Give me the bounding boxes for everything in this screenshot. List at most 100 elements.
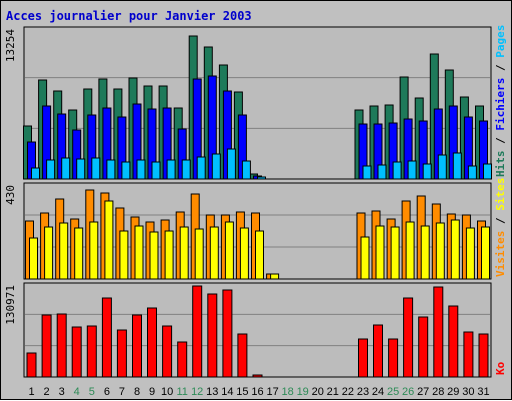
- x-tick-label-day-22: 22: [342, 386, 354, 398]
- visits_panel-sites-bar-day-1: [29, 237, 38, 280]
- kbytes_panel-ko-bar-day-28: [433, 286, 444, 378]
- hits_panel-pages-bar-day-9: [151, 161, 161, 180]
- kbytes_panel-ko-bar-day-25: [388, 338, 399, 378]
- x-tick-label-day-30: 30: [462, 386, 474, 398]
- x-tick-label-day-27: 27: [417, 386, 429, 398]
- kbytes_panel-ko-bar-day-7: [116, 329, 127, 378]
- x-tick-label-day-16: 16: [251, 386, 263, 398]
- x-tick-label-day-9: 9: [149, 386, 155, 398]
- x-tick-label-day-28: 28: [432, 386, 444, 398]
- hits_panel-legend-entry-4: Pages: [494, 25, 507, 58]
- visits_panel-sites-bar-day-13: [209, 226, 219, 280]
- hits_panel-legend-entry-2: Fichiers: [494, 78, 507, 131]
- x-tick-label-day-26: 26: [402, 386, 414, 398]
- kbytes_panel-ko-bar-day-2: [41, 314, 52, 378]
- hits_panel-pages-bar-day-10: [166, 159, 176, 180]
- kbytes_panel-ko-bar-day-30: [463, 331, 474, 378]
- hits_panel-pages-bar-day-24: [377, 164, 387, 180]
- kbytes_panel-ko-bar-day-3: [56, 313, 67, 378]
- hits_panel-pages-bar-day-3: [61, 157, 71, 180]
- hits_panel-max-label: 13254: [4, 29, 17, 62]
- x-tick-label-day-21: 21: [327, 386, 339, 398]
- x-tick-label-day-4: 4: [74, 386, 80, 398]
- hits_panel-pages-bar-day-16: [257, 176, 266, 180]
- hits_panel-pages-bar-day-7: [121, 161, 131, 180]
- visits_panel-sites-bar-day-7: [119, 230, 129, 280]
- visits_panel-sites-bar-day-17: [270, 273, 280, 280]
- kbytes_panel-ko-bar-day-13: [207, 293, 218, 378]
- hits_panel-legend-entry-0: Hits: [494, 151, 507, 178]
- visits_panel-sites-bar-day-27: [420, 225, 430, 280]
- x-tick-label-day-18: 18: [281, 386, 293, 398]
- hits_panel-pages-bar-day-27: [422, 163, 432, 180]
- kbytes_panel-ko-bar-day-29: [448, 305, 459, 378]
- hits_panel-pages-bar-day-30: [467, 165, 477, 180]
- hits_panel-pages-bar-day-4: [76, 158, 86, 180]
- visits_panel-sites-bar-day-12: [194, 228, 204, 280]
- visits_panel-sites-bar-day-6: [104, 200, 114, 280]
- visits_panel-sites-bar-day-28: [435, 222, 445, 280]
- x-tick-label-day-24: 24: [372, 386, 384, 398]
- x-tick-label-day-31: 31: [477, 386, 489, 398]
- hits_panel-pages-bar-day-13: [211, 153, 221, 180]
- visits_panel-sites-bar-day-16: [255, 230, 264, 280]
- visits_panel-sites-bar-day-14: [224, 221, 234, 280]
- visits_panel-legend-entry-1: /: [494, 211, 507, 231]
- kbytes_panel-legend-entry-0: Ko: [494, 361, 507, 375]
- kbytes_panel-ko-bar-day-24: [373, 324, 383, 378]
- kbytes_panel-ko-bar-day-15: [237, 333, 248, 378]
- kbytes_panel-ko-bar-day-5: [86, 325, 97, 378]
- hits_panel-pages-bar-day-12: [196, 156, 206, 180]
- kbytes_panel-legend: Ko: [494, 361, 507, 375]
- visits_panel-sites-bar-day-15: [239, 227, 249, 280]
- x-tick-label-day-5: 5: [89, 386, 95, 398]
- visits_panel-sites-bar-day-2: [44, 226, 54, 280]
- x-tick-label-day-3: 3: [59, 386, 65, 398]
- hits_panel-pages-bar-day-26: [407, 160, 417, 180]
- x-tick-label-day-12: 12: [191, 386, 203, 398]
- kbytes_panel-max-label: 130971: [4, 285, 17, 325]
- visits_panel-max-label: 430: [4, 185, 17, 205]
- visits_panel-legend-entry-0: Visites: [494, 231, 507, 277]
- visits_panel-sites-bar-day-5: [89, 221, 99, 280]
- hits_panel-legend-entry-1: /: [494, 131, 507, 151]
- visits_panel-sites-bar-day-26: [405, 221, 415, 280]
- x-tick-label-day-14: 14: [221, 386, 233, 398]
- hits_panel-pages-bar-day-23: [362, 165, 372, 180]
- kbytes_panel-ko-bar-day-11: [177, 341, 188, 378]
- visits_panel-legend-entry-2: Sites: [494, 178, 507, 211]
- visits_panel-sites-bar-day-10: [164, 230, 174, 280]
- kbytes_panel-ko-bar-day-6: [101, 297, 112, 378]
- kbytes_panel-ko-bar-day-10: [162, 325, 173, 378]
- kbytes_panel-ko-bar-day-26: [403, 297, 414, 378]
- visits_panel-sites-bar-day-11: [179, 226, 189, 280]
- x-tick-label-day-29: 29: [447, 386, 459, 398]
- kbytes_panel-ko-bar-day-8: [132, 314, 142, 378]
- hits_panel-pages-bar-day-25: [392, 161, 402, 180]
- visits_panel-legend: Visites / Sites: [494, 178, 507, 277]
- visits_panel-sites-bar-day-24: [375, 225, 385, 280]
- x-tick-label-day-8: 8: [134, 386, 140, 398]
- visits_panel-sites-bar-day-23: [360, 236, 370, 280]
- hits_panel-pages-bar-day-29: [452, 152, 462, 180]
- x-tick-label-day-1: 1: [28, 386, 34, 398]
- visits_panel-sites-bar-day-29: [450, 219, 460, 280]
- visits_panel-sites-bar-day-31: [481, 226, 490, 280]
- x-tick-label-day-7: 7: [119, 386, 125, 398]
- kbytes_panel-ko-bar-day-31: [478, 333, 489, 378]
- x-tick-label-day-19: 19: [297, 386, 309, 398]
- visits_panel-sites-bar-day-4: [74, 227, 84, 280]
- hits_panel-pages-bar-day-11: [181, 159, 191, 180]
- visits_panel-sites-bar-day-30: [465, 227, 475, 280]
- visits_panel-sites-bar-day-3: [59, 222, 69, 280]
- kbytes_panel-ko-bar-day-23: [358, 338, 368, 378]
- kbytes_panel-ko-bar-day-9: [147, 307, 157, 378]
- hits_panel-pages-bar-day-15: [241, 160, 251, 180]
- visits_panel-sites-bar-day-8: [134, 225, 144, 280]
- kbytes_panel-ko-bar-day-27: [418, 316, 429, 378]
- x-tick-label-day-6: 6: [104, 386, 110, 398]
- x-tick-label-day-23: 23: [357, 386, 369, 398]
- hits_panel-pages-bar-day-28: [437, 154, 447, 180]
- x-tick-label-day-15: 15: [236, 386, 248, 398]
